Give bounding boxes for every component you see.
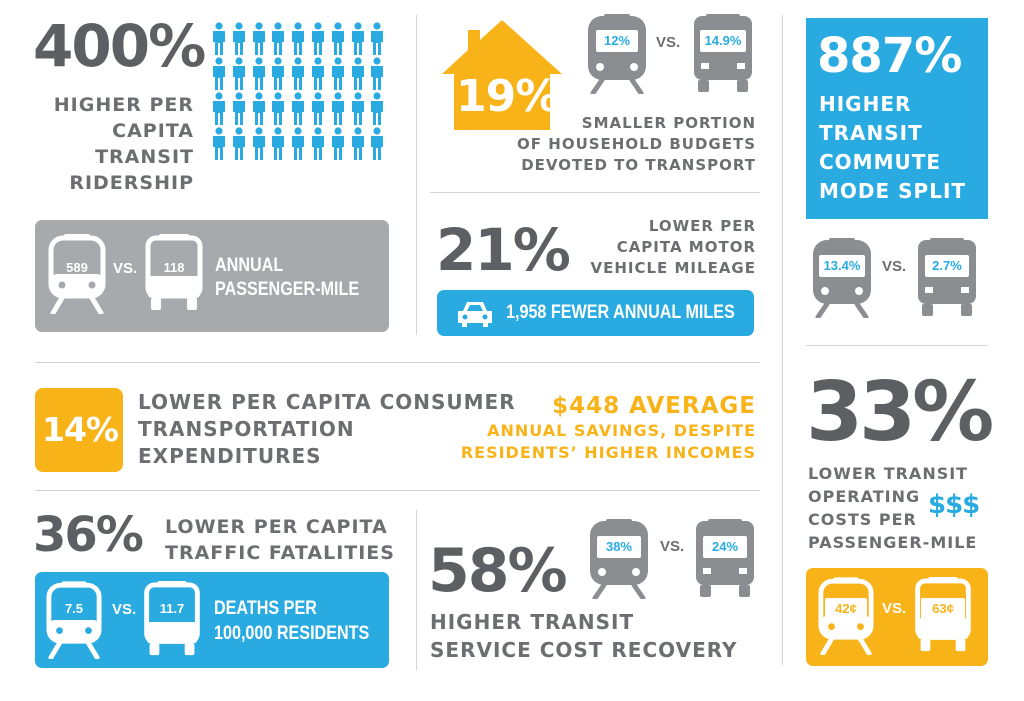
person-icon xyxy=(272,127,285,160)
consumer-savings: $448 AVERAGE ANNUAL SAVINGS, DESPITE RES… xyxy=(460,393,756,462)
person-icon xyxy=(331,127,344,160)
divider-vertical-1 xyxy=(416,15,417,335)
commute-rail-value: 13.4% xyxy=(819,255,865,277)
mileage-note: 1,958 FEWER ANNUAL MILES xyxy=(506,302,735,323)
person-icon xyxy=(351,92,364,125)
person-icon xyxy=(371,57,384,90)
person-icon xyxy=(331,57,344,90)
person-icon xyxy=(272,57,285,90)
commute-label: HIGHER TRANSIT COMMUTE MODE SPLIT xyxy=(819,92,967,203)
budget-pct: 19% xyxy=(456,71,559,122)
budget-bus-value: 14.9% xyxy=(700,30,746,52)
budget-rail-value: 12% xyxy=(596,30,638,52)
person-icon xyxy=(351,57,364,90)
person-icon xyxy=(292,57,305,90)
person-icon xyxy=(272,22,285,55)
bus-icon xyxy=(918,238,976,316)
operating-dollars: $$$ xyxy=(928,490,980,520)
train-icon xyxy=(813,238,871,318)
person-icon xyxy=(252,127,265,160)
ridership-note: ANNUAL PASSENGER-MILE xyxy=(215,255,360,300)
divider-vertical-2 xyxy=(782,15,783,665)
ridership-rail-value: 589 xyxy=(66,260,88,275)
train-icon xyxy=(46,581,102,659)
ridership-vs: VS. xyxy=(113,260,138,277)
divider-vertical-3 xyxy=(416,510,417,670)
budget-label: SMALLER PORTION OF HOUSEHOLD BUDGETS DEVOT… xyxy=(517,114,756,174)
person-icon xyxy=(311,127,324,160)
person-icon xyxy=(252,57,265,90)
person-icon xyxy=(272,92,285,125)
commute-vs: VS. xyxy=(882,258,907,275)
operating-pct: 33% xyxy=(806,365,994,460)
person-icon xyxy=(311,22,324,55)
person-icon xyxy=(311,92,324,125)
person-icon xyxy=(232,22,245,55)
person-icon xyxy=(232,57,245,90)
ridership-bus-value: 118 xyxy=(163,260,185,275)
consumer-badge xyxy=(35,388,123,472)
recovery-rail-value: 38% xyxy=(597,536,641,558)
mileage-label: LOWER PER CAPITA MOTOR VEHICLE MILEAGE xyxy=(590,217,756,277)
person-icon xyxy=(232,92,245,125)
consumer-label: LOWER PER CAPITA CONSUMER TRANSPORTATION E… xyxy=(138,390,516,468)
fatalities-note: DEATHS PER 100,000 RESIDENTS xyxy=(214,598,370,644)
person-icon xyxy=(213,127,225,160)
fatalities-vs: VS. xyxy=(112,601,137,618)
commute-bus-value: 2.7% xyxy=(925,255,969,277)
person-icon xyxy=(311,57,324,90)
commute-panel xyxy=(806,18,988,219)
recovery-bus-value: 24% xyxy=(703,536,747,558)
train-icon xyxy=(590,519,648,599)
mileage-pct: 21% xyxy=(436,216,571,284)
person-icon xyxy=(292,127,305,160)
fatalities-label: LOWER PER CAPITA TRAFFIC FATALITIES xyxy=(165,516,395,564)
person-icon xyxy=(252,92,265,125)
person-icon xyxy=(371,127,384,160)
ridership-pct: 400% xyxy=(33,12,206,80)
fatalities-rail-value: 7.5 xyxy=(64,601,84,616)
recovery-vs: VS. xyxy=(660,538,685,555)
divider-horizontal-3 xyxy=(430,192,760,193)
person-icon xyxy=(252,22,265,55)
divider-horizontal-4 xyxy=(806,345,988,346)
recovery-label: HIGHER TRANSIT SERVICE COST RECOVERY xyxy=(430,610,738,662)
operating-label: LOWER TRANSIT OPERATING COSTS PER PASSENGER… xyxy=(808,464,978,552)
commute-pct: 887% xyxy=(817,28,962,84)
consumer-pct: 14% xyxy=(42,410,119,449)
bus-icon xyxy=(143,581,201,659)
person-icon xyxy=(213,92,225,125)
person-icon xyxy=(213,57,225,90)
bus-icon xyxy=(696,519,754,597)
person-icon xyxy=(232,127,245,160)
bus-icon xyxy=(694,14,752,92)
train-icon xyxy=(588,14,646,94)
person-icon xyxy=(292,92,305,125)
fatalities-pct: 36% xyxy=(33,507,144,563)
person-icon xyxy=(213,22,225,55)
person-icon xyxy=(331,92,344,125)
person-icon xyxy=(371,22,384,55)
car-icon xyxy=(458,302,492,327)
ridership-label: HIGHER PER CAPITA TRANSIT RIDERSHIP xyxy=(53,94,194,194)
person-icon xyxy=(292,22,305,55)
house-icon xyxy=(442,20,562,130)
operating-rail-value: 42¢ xyxy=(825,598,867,620)
person-icon xyxy=(371,92,384,125)
person-icon xyxy=(351,22,364,55)
person-icon xyxy=(331,22,344,55)
recovery-pct: 58% xyxy=(428,536,568,606)
divider-horizontal-1 xyxy=(35,362,760,363)
operating-bus-value: 63¢ xyxy=(921,598,965,620)
person-icon xyxy=(351,127,364,160)
people-grid xyxy=(211,22,389,162)
budget-vs: VS. xyxy=(656,34,681,51)
fatalities-bus-value: 11.7 xyxy=(159,601,185,616)
operating-vs: VS. xyxy=(882,600,907,617)
divider-horizontal-2 xyxy=(35,490,760,491)
